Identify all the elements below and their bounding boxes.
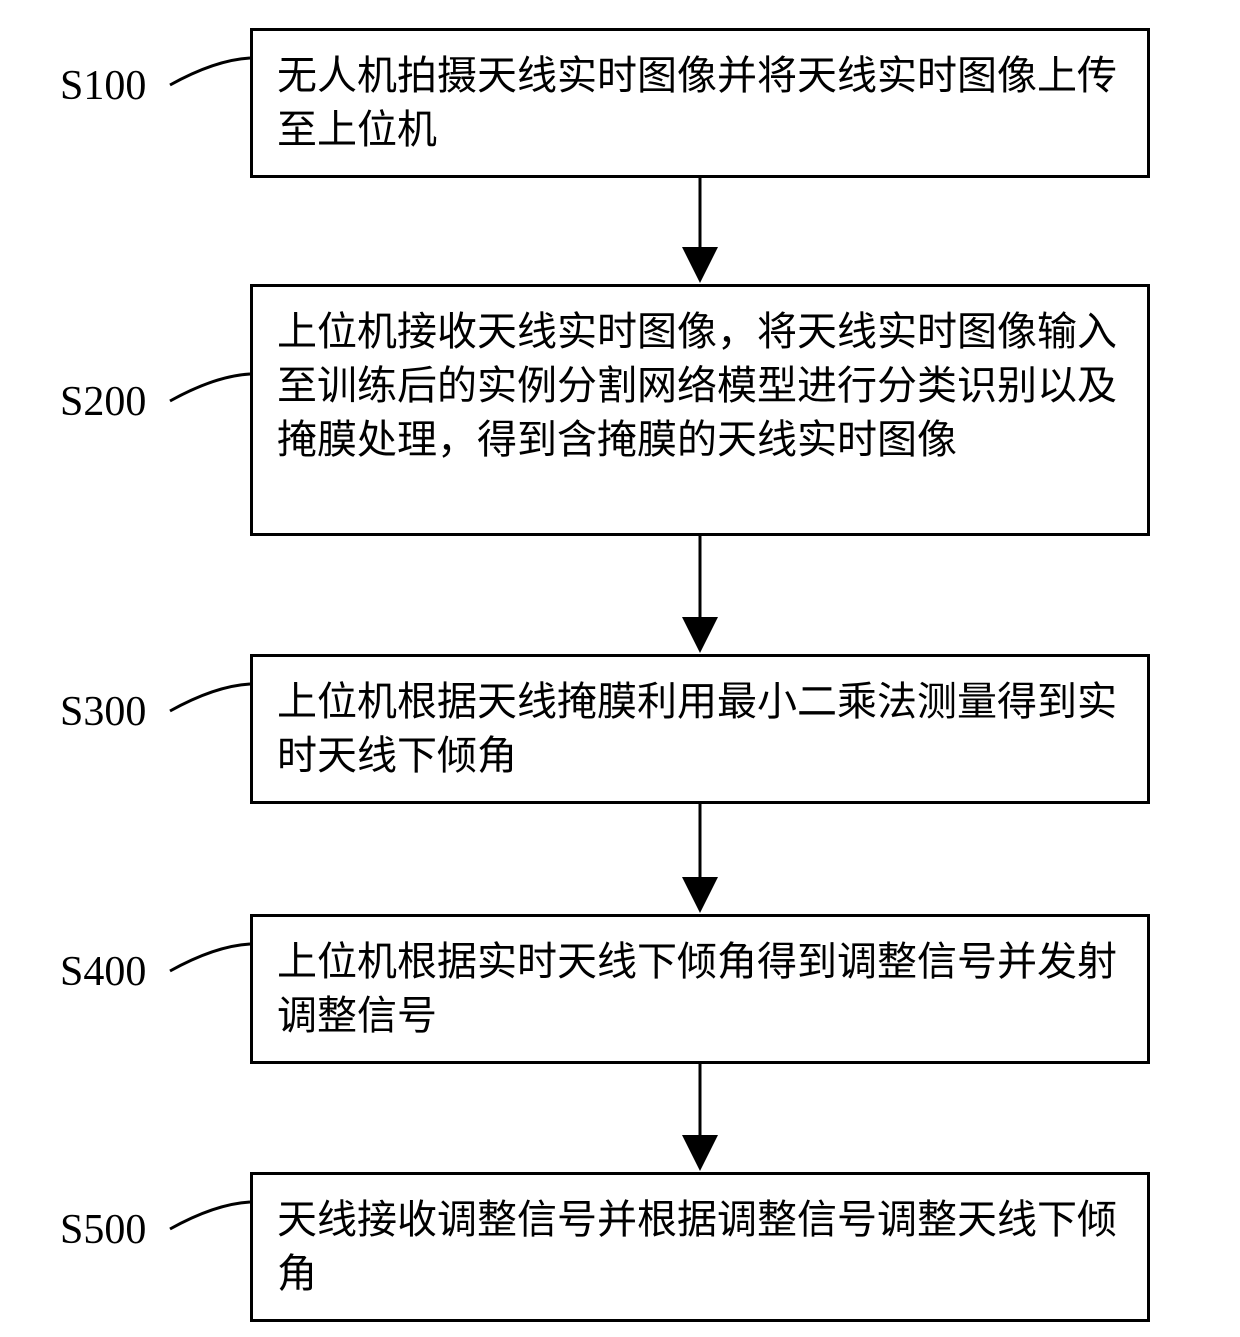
- label-connector-curve: [170, 374, 250, 401]
- flow-node-S200: 上位机接收天线实时图像，将天线实时图像输入至训练后的实例分割网络模型进行分类识别…: [250, 284, 1150, 536]
- flow-node-S500: 天线接收调整信号并根据调整信号调整天线下倾角: [250, 1172, 1150, 1322]
- label-connector-curve: [170, 1202, 250, 1229]
- flow-node-S400: 上位机根据实时天线下倾角得到调整信号并发射调整信号: [250, 914, 1150, 1064]
- label-connector-curve: [170, 684, 250, 711]
- flow-node-S100: 无人机拍摄天线实时图像并将天线实时图像上传至上位机: [250, 28, 1150, 178]
- step-label-S200: S200: [60, 378, 146, 426]
- flow-node-text: 上位机根据实时天线下倾角得到调整信号并发射调整信号: [277, 939, 1117, 1038]
- flowchart-container: 无人机拍摄天线实时图像并将天线实时图像上传至上位机上位机接收天线实时图像，将天线…: [0, 0, 1240, 1337]
- label-connector-curve: [170, 944, 250, 971]
- flow-node-text: 天线接收调整信号并根据调整信号调整天线下倾角: [277, 1197, 1117, 1296]
- flow-node-text: 上位机根据天线掩膜利用最小二乘法测量得到实时天线下倾角: [277, 679, 1117, 778]
- step-label-S500: S500: [60, 1206, 146, 1254]
- label-connector-curve: [170, 58, 250, 85]
- flow-node-text: 无人机拍摄天线实时图像并将天线实时图像上传至上位机: [277, 53, 1117, 152]
- step-label-S400: S400: [60, 948, 146, 996]
- step-label-S300: S300: [60, 688, 146, 736]
- flow-node-S300: 上位机根据天线掩膜利用最小二乘法测量得到实时天线下倾角: [250, 654, 1150, 804]
- step-label-S100: S100: [60, 62, 146, 110]
- flow-node-text: 上位机接收天线实时图像，将天线实时图像输入至训练后的实例分割网络模型进行分类识别…: [277, 309, 1117, 462]
